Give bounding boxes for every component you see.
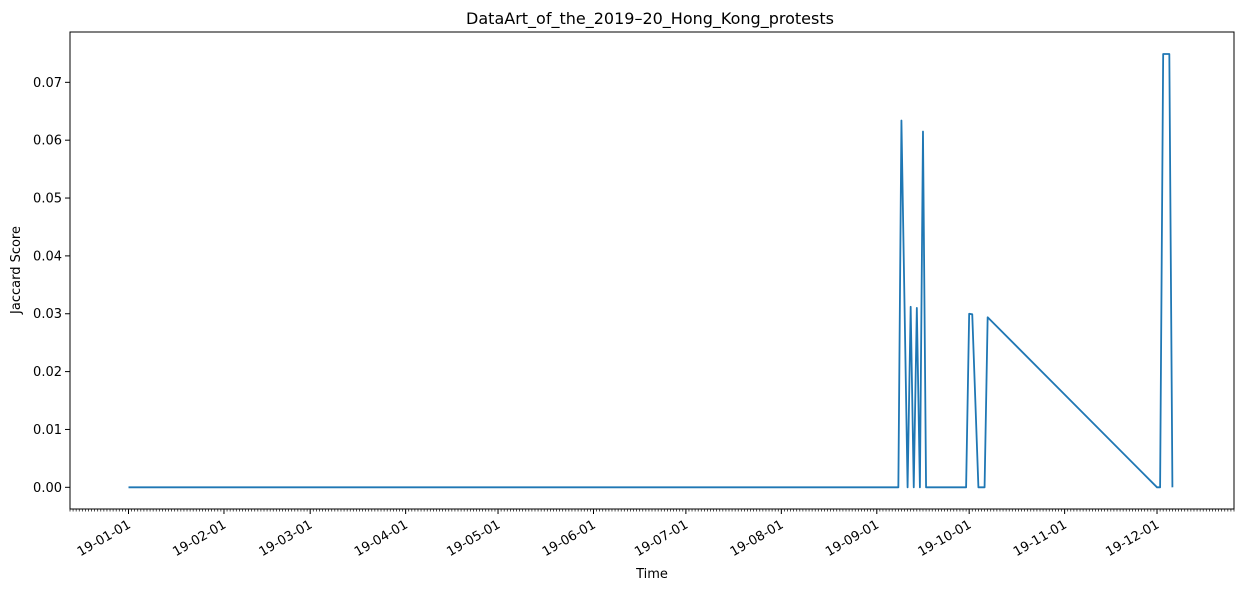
y-tick-label: 0.04 <box>33 249 62 264</box>
x-tick-label: 19-11-01 <box>1011 517 1070 559</box>
y-tick-label: 0.06 <box>33 134 62 149</box>
x-tick-label: 19-08-01 <box>728 517 787 559</box>
y-axis-label: Jaccard Score <box>9 226 24 315</box>
y-tick-label: 0.07 <box>33 76 62 91</box>
x-tick-label: 19-04-01 <box>352 517 411 559</box>
x-tick-label: 19-02-01 <box>170 517 229 559</box>
x-tick-label: 19-06-01 <box>540 517 599 559</box>
x-tick-label: 19-03-01 <box>257 517 316 559</box>
x-axis-ticks: 19-01-01 19-02-01 19-03-01 19-04-01 19-05-01… <box>75 509 1162 560</box>
y-tick-label: 0.00 <box>33 481 62 496</box>
x-tick-label: 19-05-01 <box>444 517 503 559</box>
y-axis-ticks: 0.00 0.01 0.02 0.03 0.04 0.05 0.06 0.07 <box>33 76 70 496</box>
x-tick-label: 19-01-01 <box>75 517 134 559</box>
y-tick-label: 0.03 <box>33 307 62 322</box>
series-line <box>128 53 1174 489</box>
chart-title: DataArt_of_the_2019–20_Hong_Kong_protest… <box>466 9 834 29</box>
plot-area <box>69 31 1235 510</box>
x-tick-label: 19-10-01 <box>916 517 975 559</box>
x-axis-minor-ticks <box>69 509 1235 512</box>
y-tick-label: 0.02 <box>33 365 62 380</box>
y-tick-label: 0.05 <box>33 192 62 207</box>
x-tick-label: 19-07-01 <box>632 517 691 559</box>
x-tick-label: 19-09-01 <box>823 517 882 559</box>
y-tick-label: 0.01 <box>33 423 62 438</box>
x-tick-label: 19-12-01 <box>1103 517 1162 559</box>
x-axis-label: Time <box>635 567 668 582</box>
